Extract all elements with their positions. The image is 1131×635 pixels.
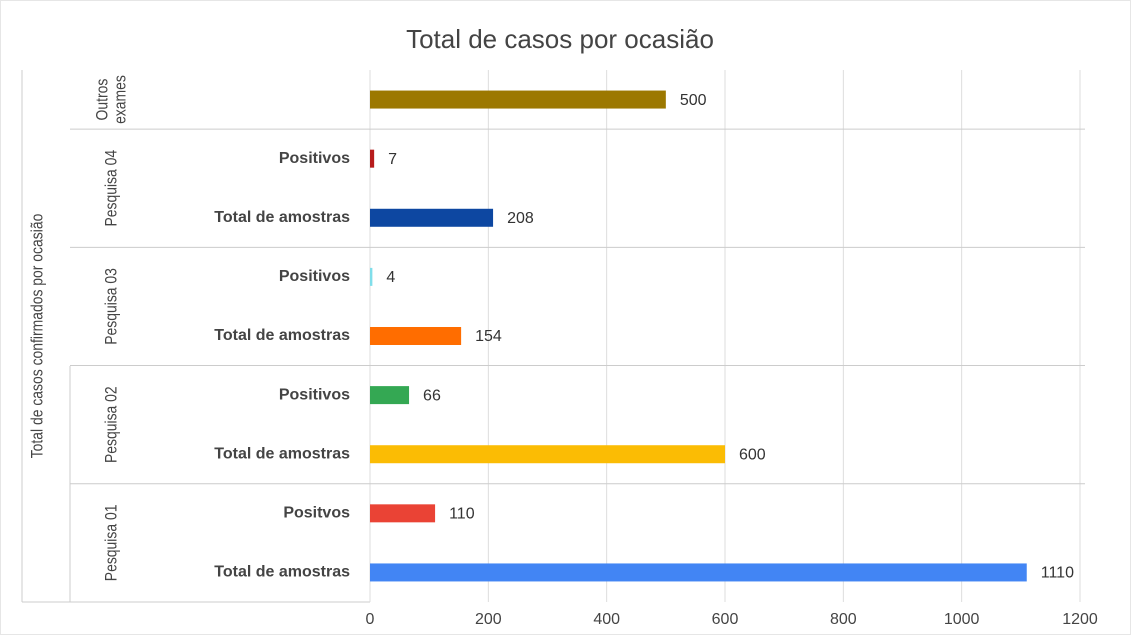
x-tick-label: 800 (830, 611, 857, 628)
group-label: Pesquisa 04 (102, 150, 121, 227)
bar (370, 504, 436, 523)
category-label: Total de amostras (214, 327, 350, 344)
bar (370, 327, 462, 345)
bar (370, 563, 1027, 582)
category-label: Positivos (279, 268, 350, 285)
chart-title: Total de casos por ocasião (406, 24, 714, 54)
category-label: Positivos (279, 386, 350, 403)
category-label: Positvos (283, 505, 350, 522)
value-label: 7 (388, 151, 397, 168)
bar (370, 386, 410, 405)
x-tick-label: 1000 (944, 611, 980, 628)
category-label: Positivos (279, 150, 350, 167)
value-label: 154 (475, 328, 502, 345)
bar (370, 149, 375, 168)
x-tick-label: 1200 (1062, 611, 1098, 628)
value-label: 500 (680, 92, 707, 109)
group-label: Pesquisa 02 (102, 386, 121, 463)
category-label: Total de amostras (214, 445, 350, 462)
x-tick-label: 600 (712, 611, 739, 628)
value-label: 4 (386, 269, 395, 286)
value-label: 66 (423, 387, 441, 404)
x-tick-label: 0 (366, 611, 375, 628)
y-axis-label: Total de casos confirmados por ocasião (28, 214, 47, 459)
group-label: Outrosexames (93, 75, 130, 124)
x-tick-label: 200 (475, 611, 502, 628)
bar (370, 90, 666, 109)
value-label: 1110 (1041, 565, 1074, 582)
x-tick-label: 400 (593, 611, 620, 628)
value-label: 110 (449, 506, 475, 523)
bar (370, 445, 725, 464)
value-label: 208 (507, 210, 534, 227)
category-label: Total de amostras (214, 564, 350, 581)
group-label: Pesquisa 01 (102, 505, 121, 582)
value-label: 600 (739, 446, 766, 463)
group-label: Pesquisa 03 (102, 268, 121, 345)
bar (370, 208, 494, 227)
category-label: Total de amostras (214, 209, 350, 226)
bar (370, 267, 373, 286)
